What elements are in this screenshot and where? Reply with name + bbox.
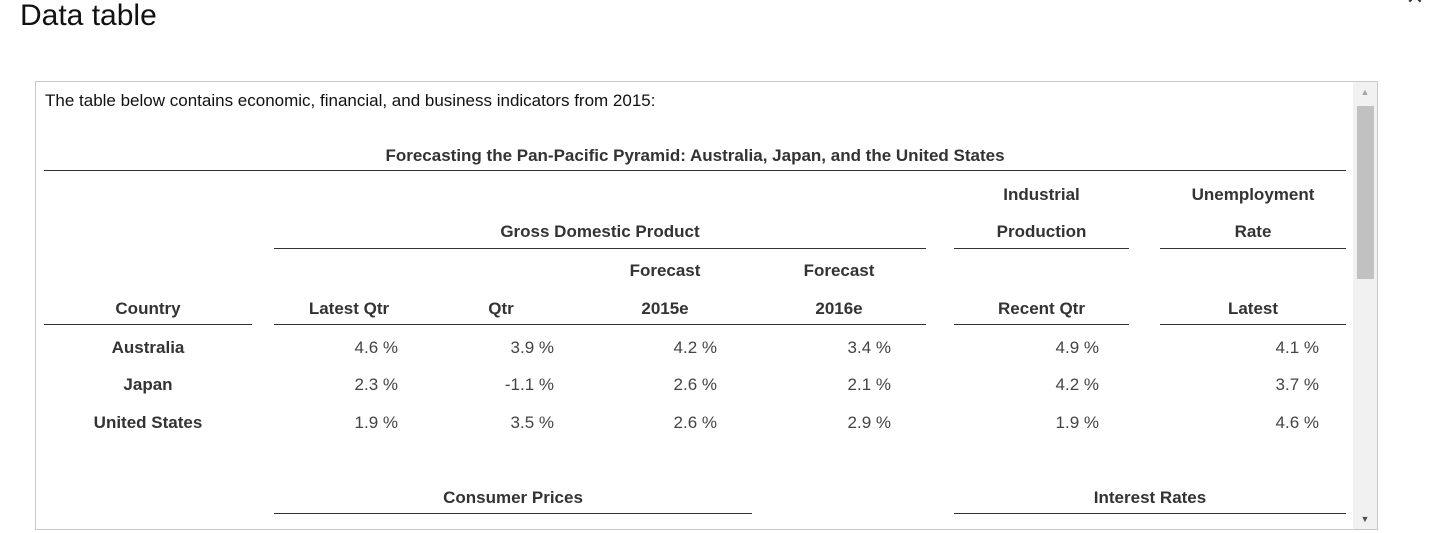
column-header-latest: Latest	[1227, 299, 1279, 318]
table-caption: Forecasting the Pan-Pacific Pyramid: Aus…	[385, 146, 1005, 165]
column-header-2015e: 2015e	[641, 299, 689, 318]
cell-forecast-2016: 2.1 %	[847, 375, 891, 394]
cell-forecast-2015: 2.6 %	[673, 375, 717, 394]
unemployment-group-rule	[1160, 248, 1346, 249]
cell-qtr: -1.1 %	[504, 375, 554, 394]
industrial-header-line2: Production	[996, 222, 1087, 241]
row-country-japan: Japan	[123, 375, 173, 394]
industrial-group-rule	[954, 248, 1129, 249]
cell-qtr: 3.5 %	[510, 413, 554, 432]
intro-text: The table below contains economic, finan…	[45, 91, 656, 110]
column-header-recent-qtr: Recent Qtr	[998, 299, 1085, 318]
cell-industrial: 4.2 %	[1055, 375, 1099, 394]
cell-latest-qtr: 1.9 %	[354, 413, 398, 432]
cell-forecast-2016: 3.4 %	[847, 338, 891, 357]
industrial-column-rule	[954, 324, 1129, 325]
cell-qtr: 3.9 %	[510, 338, 554, 357]
row-country-australia: Australia	[111, 338, 185, 357]
cell-forecast-2015: 4.2 %	[673, 338, 717, 357]
cell-latest-qtr: 4.6 %	[354, 338, 398, 357]
unemployment-header-line2: Rate	[1234, 222, 1272, 241]
cell-industrial: 4.9 %	[1055, 338, 1099, 357]
interest-rates-group-header: Interest Rates	[1093, 488, 1207, 507]
unemployment-column-rule	[1160, 324, 1346, 325]
column-header-2016e: 2016e	[815, 299, 863, 318]
data-table-panel: The table below contains economic, finan…	[35, 81, 1378, 530]
vertical-scrollbar[interactable]: ▲ ▼	[1353, 82, 1377, 529]
country-column-rule	[44, 324, 252, 325]
unemployment-header-line1: Unemployment	[1191, 185, 1315, 204]
forecast-2015-header-top: Forecast	[629, 261, 701, 280]
column-header-country: Country	[115, 299, 181, 318]
cell-unemployment: 4.6 %	[1275, 413, 1319, 432]
close-icon[interactable]: ✕	[1403, 0, 1427, 10]
forecast-2016-header-top: Forecast	[803, 261, 875, 280]
scroll-up-arrow-icon[interactable]: ▲	[1360, 87, 1370, 97]
cell-unemployment: 4.1 %	[1275, 338, 1319, 357]
cell-latest-qtr: 2.3 %	[354, 375, 398, 394]
cell-unemployment: 3.7 %	[1275, 375, 1319, 394]
column-header-qtr: Qtr	[488, 299, 514, 318]
cell-forecast-2015: 2.6 %	[673, 413, 717, 432]
consumer-prices-group-header: Consumer Prices	[443, 488, 583, 507]
dialog-title: Data table	[20, 0, 157, 32]
row-country-united-states: United States	[93, 413, 203, 432]
scroll-down-arrow-icon[interactable]: ▼	[1360, 514, 1370, 524]
gdp-group-header: Gross Domestic Product	[500, 222, 700, 241]
caption-rule	[44, 170, 1346, 171]
column-header-latest-qtr: Latest Qtr	[308, 299, 390, 318]
gdp-column-rule	[274, 324, 926, 325]
industrial-header-line1: Industrial	[1003, 185, 1080, 204]
gdp-group-rule	[274, 248, 926, 249]
cell-forecast-2016: 2.9 %	[847, 413, 891, 432]
cell-industrial: 1.9 %	[1055, 413, 1099, 432]
interest-rates-rule	[954, 513, 1346, 514]
scroll-thumb[interactable]	[1357, 106, 1374, 279]
consumer-prices-rule	[274, 513, 752, 514]
